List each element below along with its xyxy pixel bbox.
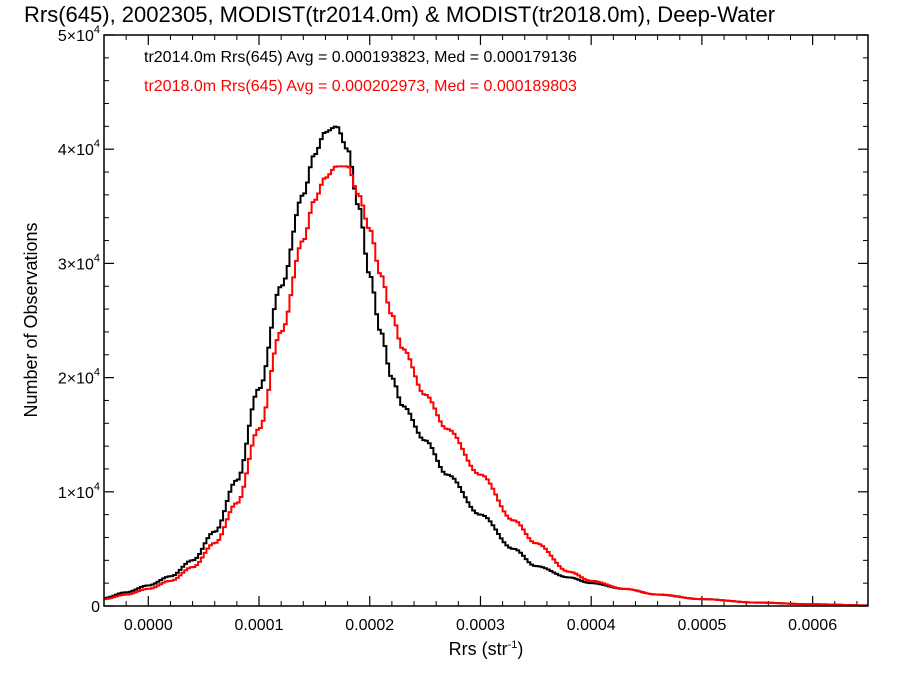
x-axis-label: Rrs (str-1) <box>449 639 524 659</box>
y-tick-label: 4×104 <box>58 138 100 159</box>
x-tick-label: 0.0002 <box>345 617 394 634</box>
plot-frame <box>103 34 869 607</box>
y-tick-label-base: 4×10 <box>58 142 94 159</box>
y-tick-label-exponent: 4 <box>94 138 100 150</box>
y-tick-label-base: 3×10 <box>58 256 94 273</box>
chart-title: Rrs(645), 2002305, MODIST(tr2014.0m) & M… <box>24 2 775 27</box>
x-ticks: 0.0000 0.0001 0.0002 0.0003 0.0004 0.0005 0.00… <box>103 35 858 634</box>
legend-annotation-tr2018: tr2018.0m Rrs(645) Avg = 0.000202973, Me… <box>144 78 577 95</box>
x-tick-label: 0.0006 <box>788 617 837 634</box>
y-tick-label-exponent: 4 <box>94 24 100 36</box>
x-axis-label-exponent: -1 <box>508 639 518 651</box>
y-tick-label: 0 <box>91 599 100 616</box>
y-tick-label-base: 1×10 <box>58 485 94 502</box>
y-tick-label: 1×104 <box>58 481 100 502</box>
x-tick-label: 0.0000 <box>124 617 173 634</box>
x-tick-label: 0.0001 <box>235 617 284 634</box>
series-line-tr2018 <box>104 165 868 607</box>
x-tick-label: 0.0004 <box>567 617 616 634</box>
series-layer <box>104 125 868 607</box>
series-line-tr2014 <box>104 125 868 607</box>
y-tick-label-base: 0 <box>91 599 100 616</box>
y-axis-label: Number of Observations <box>21 222 41 417</box>
y-tick-label-base: 5×10 <box>58 28 94 45</box>
y-tick-label-base: 2×10 <box>58 371 94 388</box>
x-axis-label-close: ) <box>517 639 523 659</box>
y-tick-label-exponent: 4 <box>94 367 100 379</box>
x-tick-label: 0.0003 <box>456 617 505 634</box>
y-tick-label: 2×104 <box>58 367 100 388</box>
x-tick-label: 0.0005 <box>677 617 726 634</box>
y-tick-label-exponent: 4 <box>94 481 100 493</box>
y-tick-label: 5×104 <box>58 24 100 45</box>
y-tick-label: 3×104 <box>58 252 100 273</box>
x-axis-label-text: Rrs (str <box>449 639 508 659</box>
y-tick-label-exponent: 4 <box>94 252 100 264</box>
legend-annotation-tr2014: tr2014.0m Rrs(645) Avg = 0.000193823, Me… <box>144 49 577 66</box>
